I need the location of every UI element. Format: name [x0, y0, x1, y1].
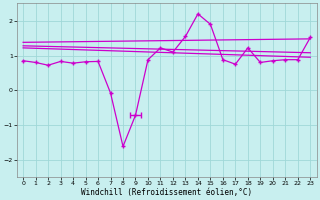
X-axis label: Windchill (Refroidissement éolien,°C): Windchill (Refroidissement éolien,°C) — [81, 188, 252, 197]
